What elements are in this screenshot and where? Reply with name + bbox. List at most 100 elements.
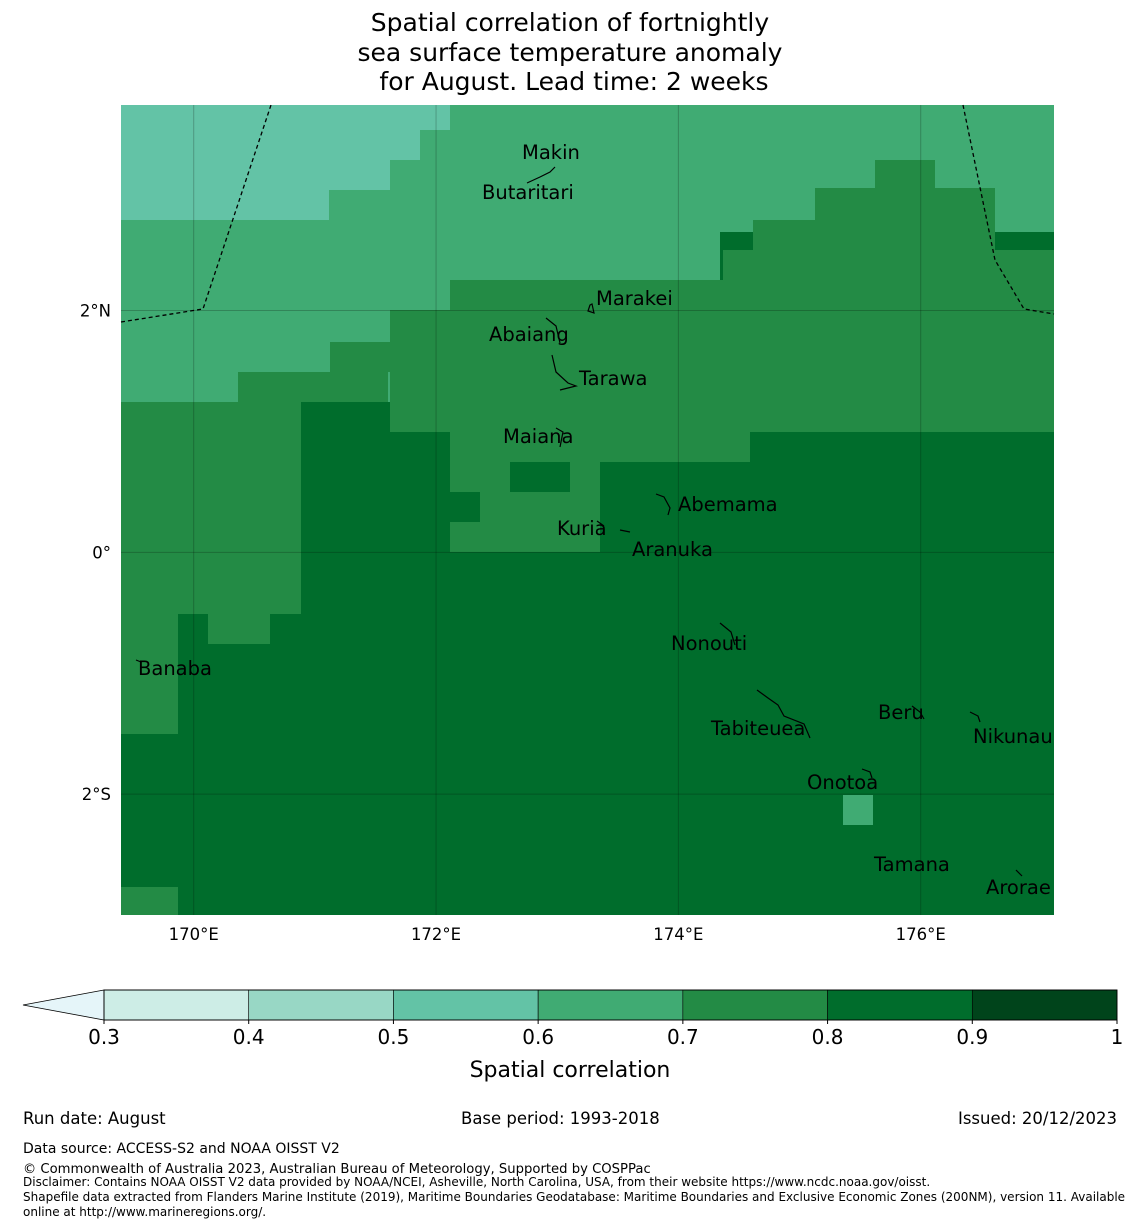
- island-label: Makin: [522, 141, 580, 164]
- island-label: Beru: [878, 701, 924, 724]
- latitude-tick-labels: 2°N 0° 2°S: [80, 302, 111, 805]
- field-cell: [121, 220, 329, 310]
- island-label: Onotoa: [807, 771, 878, 794]
- copyright: © Commonwealth of Australia 2023, Austra…: [23, 1162, 651, 1177]
- shapefile-credit-line-1: Shapefile data extracted from Flanders M…: [23, 1190, 1126, 1204]
- island-outline: [526, 166, 556, 184]
- colorbar-frame: [103, 989, 1118, 1021]
- eez-boundary-west: [120, 104, 272, 323]
- island-outline: [545, 317, 561, 344]
- island-outline: [596, 520, 605, 527]
- field-cell: [208, 614, 270, 644]
- field-cell: [723, 250, 1054, 310]
- island-labels: Makin Butaritari Marakei Abaiang Tarawa Maian…: [138, 141, 1053, 899]
- eez-boundaries: [120, 104, 1055, 323]
- island-outline: [719, 622, 736, 646]
- colorbar-tick-label: 0.5: [378, 1025, 410, 1049]
- island-outline: [756, 689, 811, 739]
- island-outline: [655, 493, 671, 516]
- colorbar-tick-label: 0.7: [667, 1025, 699, 1049]
- field-cell: [121, 887, 178, 915]
- island-label: Butaritari: [482, 181, 574, 204]
- island-outline: [1015, 869, 1023, 877]
- field-cell: [420, 130, 1050, 160]
- longitude-tick-labels: 170°E 172°E 174°E 176°E: [169, 925, 946, 944]
- base-period: Base period: 1993-2018: [461, 1109, 660, 1128]
- colorbar-bin: [103, 989, 250, 1021]
- island-outline: [861, 768, 873, 779]
- island-label: Nikunau: [973, 725, 1053, 748]
- lon-tick-label: 176°E: [896, 925, 946, 944]
- colorbar-bin: [971, 989, 1118, 1021]
- island-label: Abaiang: [489, 323, 569, 346]
- colorbar-bin: [537, 989, 684, 1021]
- colorbar-bin: [827, 989, 973, 1021]
- field-cell: [390, 310, 1054, 432]
- colorbar-tick-label: 0.6: [522, 1025, 554, 1049]
- title-line-2: sea surface temperature anomaly: [357, 37, 783, 67]
- island-label: Tabiteuea: [710, 717, 805, 740]
- title-line-3: for August. Lead time: 2 weeks: [371, 67, 769, 96]
- lon-tick-label: 174°E: [653, 925, 703, 944]
- island-outline: [135, 659, 142, 663]
- map-title: Spatial correlation of fortnightly sea s…: [0, 8, 1140, 97]
- field-cell: [843, 795, 873, 825]
- field-cell: [875, 160, 935, 188]
- lon-tick-label: 172°E: [411, 925, 461, 944]
- colorbar-tick-label: 0.3: [88, 1025, 120, 1049]
- lat-tick-label: 2°S: [82, 785, 111, 804]
- island-label: Banaba: [138, 657, 212, 680]
- colorbar-bin: [393, 989, 539, 1021]
- lon-tick-label: 170°E: [169, 925, 219, 944]
- island-label: Marakei: [596, 287, 673, 310]
- field-cell: [121, 310, 330, 342]
- island-outline: [969, 711, 981, 723]
- field-cell: [510, 492, 570, 522]
- title-line-1: Spatial correlation of fortnightly: [370, 8, 770, 37]
- island-outline: [911, 705, 925, 720]
- island-label: Arorae: [986, 876, 1051, 899]
- island-label: Tarawa: [578, 367, 648, 390]
- field-cell: [450, 280, 723, 310]
- colorbar: 0.3 0.4 0.5 0.6 0.7 0.8 0.9 1: [22, 989, 1124, 1049]
- colorbar-bin: [248, 989, 394, 1021]
- field-cell: [121, 614, 178, 734]
- eez-boundary-east: [962, 104, 1055, 315]
- colorbar-tick-label: 1: [1111, 1025, 1124, 1049]
- shapefile-credit-line-2: online at http://www.marineregions.org/.: [23, 1205, 267, 1219]
- colorbar-under-arrow: [22, 989, 105, 1021]
- field-cell: [238, 372, 388, 402]
- correlation-field: [121, 105, 1054, 915]
- field-cell: [815, 188, 995, 220]
- colorbar-tick-label: 0.9: [956, 1025, 988, 1049]
- data-source: Data source: ACCESS-S2 and NOAA OISST V2: [23, 1141, 340, 1157]
- island-outlines: [135, 166, 1023, 877]
- colorbar-bin: [682, 989, 828, 1021]
- colorbar-tick-label: 0.4: [233, 1025, 265, 1049]
- field-cell: [121, 462, 269, 614]
- island-outline: [619, 529, 631, 533]
- island-label: Aranuka: [632, 538, 713, 561]
- colorbar-label: Spatial correlation: [470, 1058, 671, 1083]
- lat-tick-label: 2°N: [80, 302, 111, 321]
- field-cell: [450, 462, 480, 492]
- field-cell: [570, 462, 600, 552]
- island-outline: [587, 303, 595, 314]
- island-label: Nonouti: [671, 632, 747, 655]
- field-cell: [753, 220, 995, 250]
- issued-date: Issued: 20/12/2023: [957, 1109, 1117, 1128]
- colorbar-tick-label: 0.8: [812, 1025, 844, 1049]
- island-label: Abemama: [678, 493, 778, 516]
- island-outline: [555, 427, 564, 448]
- map-gridlines: [121, 105, 1054, 915]
- island-label: Kuria: [557, 517, 607, 540]
- run-date: Run date: August: [23, 1109, 166, 1128]
- field-cell: [121, 105, 390, 190]
- lat-tick-label: 0°: [92, 543, 111, 562]
- island-label: Maiana: [503, 425, 573, 448]
- disclaimer: Disclaimer: Contains NOAA OISST V2 data …: [23, 1175, 931, 1189]
- island-label: Tamana: [873, 853, 950, 876]
- island-outline: [551, 354, 579, 391]
- field-cell: [330, 342, 390, 372]
